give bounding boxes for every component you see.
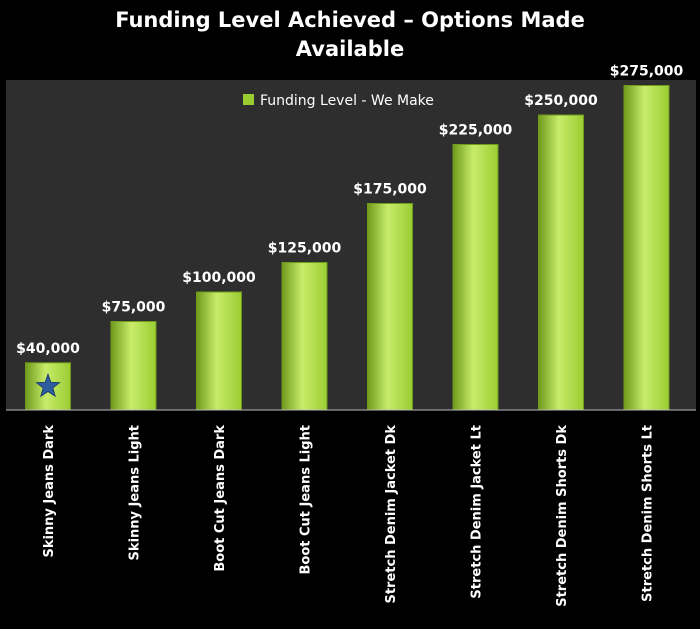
legend-swatch xyxy=(243,94,254,105)
data-label-4: $125,000 xyxy=(268,241,342,257)
data-label-3: $100,000 xyxy=(182,270,256,286)
data-label-2: $75,000 xyxy=(102,300,166,316)
chart-title-line-1: Funding Level Achieved – Options Made xyxy=(115,8,585,32)
star-icon xyxy=(35,372,61,398)
plot-area xyxy=(6,80,696,410)
x-tick-label-5: Stretch Denim Jacket Dk xyxy=(384,425,399,604)
bar-6 xyxy=(452,144,499,411)
bars-layer: $40,000 $75,000 $100,000 $125,000 $175,000 $2… xyxy=(16,64,684,411)
x-tick-labels: Skinny Jeans Dark Skinny Jeans Light Boot … xyxy=(42,425,656,607)
data-label-5: $175,000 xyxy=(353,182,427,198)
x-tick-label-7: Stretch Denim Shorts Dk xyxy=(555,425,570,607)
bar-2 xyxy=(110,321,157,411)
bar-8 xyxy=(623,85,670,411)
legend-label: Funding Level - We Make xyxy=(260,93,434,109)
x-tick-label-4: Boot Cut Jeans Light xyxy=(299,425,314,575)
x-tick-label-8: Stretch Denim Shorts Lt xyxy=(641,425,656,602)
chart-title-line-2: Available xyxy=(295,37,405,61)
data-label-1: $40,000 xyxy=(16,341,80,357)
data-label-8: $275,000 xyxy=(610,64,684,80)
legend: Funding Level - We Make xyxy=(243,93,434,109)
chart-title: Funding Level Achieved – Options Made Av… xyxy=(0,6,700,64)
data-label-6: $225,000 xyxy=(439,123,513,139)
bar-7 xyxy=(538,114,584,411)
x-tick-label-2: Skinny Jeans Light xyxy=(128,425,143,560)
x-tick-label-1: Skinny Jeans Dark xyxy=(42,425,57,558)
bar-4 xyxy=(281,262,328,411)
x-tick-label-6: Stretch Denim Jacket Lt xyxy=(470,425,485,599)
bar-5 xyxy=(367,203,413,411)
data-label-7: $250,000 xyxy=(524,93,598,109)
x-tick-label-3: Boot Cut Jeans Dark xyxy=(213,425,228,572)
bar-3 xyxy=(196,291,242,411)
